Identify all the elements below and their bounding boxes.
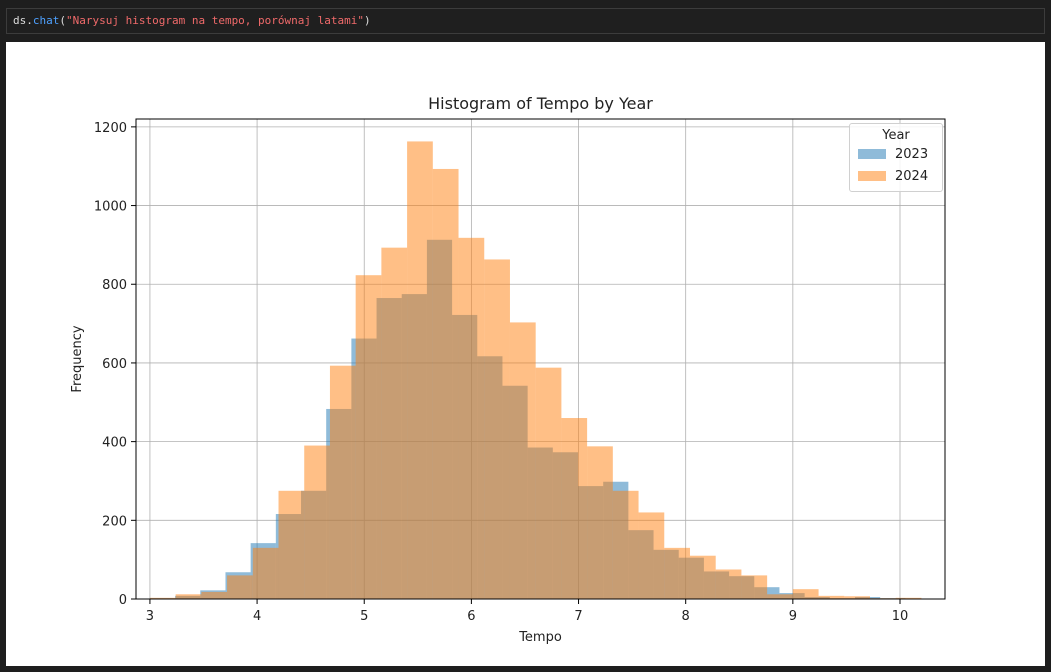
x-axis-label: Tempo <box>518 630 562 645</box>
y-tick-label: 200 <box>102 514 127 529</box>
legend-swatch-2024 <box>858 171 886 181</box>
histogram-bar-2024 <box>689 555 716 599</box>
histogram-bar-2024 <box>278 490 305 599</box>
legend-item-2024: 2024 <box>850 165 942 187</box>
legend: Year 2023 2024 <box>849 123 943 192</box>
histogram-bar-2024 <box>792 589 819 599</box>
histogram-bar-2024 <box>561 418 588 599</box>
histogram-bar-2024 <box>587 446 613 599</box>
legend-label-2024: 2024 <box>895 168 929 184</box>
y-tick-label: 0 <box>119 593 127 608</box>
y-tick-label: 1200 <box>94 121 127 136</box>
x-tick-label: 3 <box>146 609 154 624</box>
histogram-bar-2024 <box>767 594 793 599</box>
histogram-bar-2024 <box>741 575 768 599</box>
x-tick-label: 10 <box>892 609 909 624</box>
histogram-bar-2024 <box>227 575 253 599</box>
x-tick-label: 6 <box>467 609 475 624</box>
histogram-bar-2024 <box>664 547 690 599</box>
cell-output: 3 4 5 6 7 8 9 10 0 200 400 600 800 1000 1200 Histogram … <box>6 42 1045 666</box>
y-tick-label: 600 <box>102 357 127 372</box>
y-tick-label: 800 <box>102 278 127 293</box>
histogram-bar-2024 <box>175 594 202 599</box>
legend-label-2023: 2023 <box>895 146 929 162</box>
histogram-bar-2024 <box>638 512 665 599</box>
x-tick-label: 4 <box>253 609 261 624</box>
histogram-bar-2024 <box>304 445 330 599</box>
histogram-bar-2024 <box>535 367 562 599</box>
x-tick-label: 9 <box>789 609 797 624</box>
histogram-bar-2024 <box>484 259 510 599</box>
code-method: chat <box>32 14 60 27</box>
legend-swatch-2023 <box>858 149 886 159</box>
y-tick-label: 1000 <box>94 200 127 215</box>
histogram-bar-2024 <box>252 547 279 599</box>
histogram-bar-2024 <box>818 595 845 599</box>
histogram-bar-2024 <box>432 168 459 599</box>
legend-item-2023: 2023 <box>850 143 942 165</box>
histogram-bar-2024 <box>407 141 433 599</box>
histogram-bar-2024 <box>381 247 408 599</box>
histogram-bar-2024 <box>509 322 536 599</box>
plot-frame <box>135 118 946 600</box>
histogram-bar-2024 <box>329 365 356 599</box>
histogram-bar-2024 <box>355 275 382 599</box>
histogram-chart: 3 4 5 6 7 8 9 10 0 200 400 600 800 1000 1200 Histogram … <box>70 94 946 645</box>
chart-title: Histogram of Tempo by Year <box>428 94 653 113</box>
x-tick-label: 7 <box>574 609 582 624</box>
code-object: ds <box>13 14 27 27</box>
code-close-paren: ) <box>364 14 371 27</box>
legend-title: Year <box>882 128 910 143</box>
histogram-bar-2024 <box>895 597 922 599</box>
code-dot: . <box>26 14 33 27</box>
y-axis-label: Frequency <box>70 325 85 392</box>
x-tick-label: 8 <box>682 609 690 624</box>
code-cell[interactable]: ds.chat("Narysuj histogram na tempo, por… <box>6 8 1045 34</box>
code-string-argument: "Narysuj histogram na tempo, porównaj la… <box>66 14 365 27</box>
histogram-bar-2024 <box>715 569 742 599</box>
code-open-paren: ( <box>59 14 66 27</box>
histogram-bar-2024 <box>458 237 485 599</box>
histogram-bar-2024 <box>201 591 228 599</box>
y-tick-label: 400 <box>102 436 127 451</box>
x-tick-label: 5 <box>360 609 368 624</box>
histogram-bar-2024 <box>149 597 176 599</box>
histogram-bar-2024 <box>612 490 639 599</box>
histogram-bar-2024 <box>844 596 870 599</box>
